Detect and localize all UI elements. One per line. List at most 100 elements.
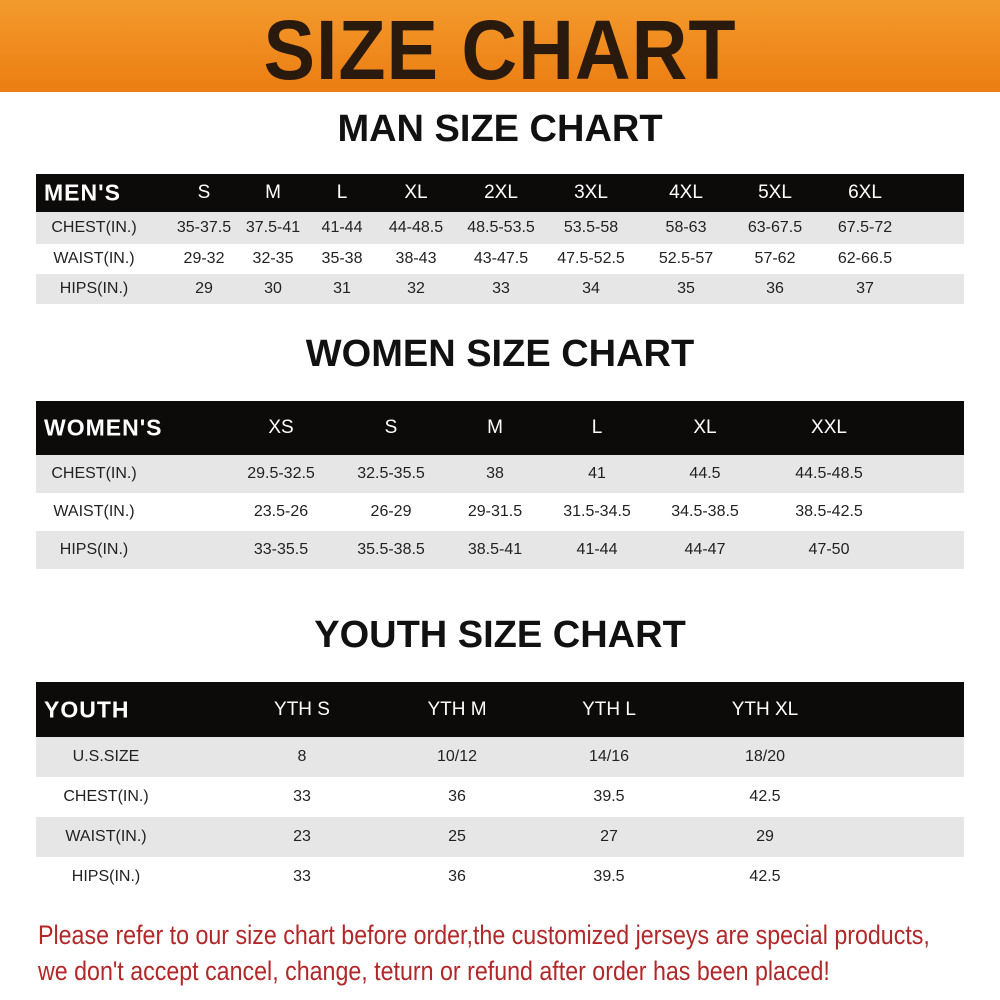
table-row: HIPS(IN.) 29 30 31 32 33 34 35 36 37 xyxy=(36,274,964,304)
table-header-label: MEN'S xyxy=(44,179,121,206)
measurement-cell: 26-29 xyxy=(370,503,412,520)
measurement-cell: 43-47.5 xyxy=(473,250,529,267)
size-column-header: M xyxy=(487,417,503,438)
table-row: WAIST(IN.) 23 25 27 29 xyxy=(36,817,964,857)
size-column-header: M xyxy=(265,182,281,203)
measurement-cell: 39.5 xyxy=(593,868,625,885)
measurement-cell: 44.5 xyxy=(689,465,721,482)
measurement-cell: 39.5 xyxy=(593,788,625,805)
measurement-cell: 38-43 xyxy=(395,250,437,267)
measurement-cell: 34.5-38.5 xyxy=(671,503,739,520)
measurement-cell: 38 xyxy=(486,465,504,482)
measurement-cell: 10/12 xyxy=(436,748,478,765)
size-column-header: XL xyxy=(404,182,428,203)
measurement-cell: 52.5-57 xyxy=(658,250,714,267)
table-header-row: MEN'S S M L XL 2XL 3XL 4XL 5XL 6XL xyxy=(36,174,964,212)
size-column-header: S xyxy=(197,182,211,203)
table-header-row: WOMEN'S XS S M L XL XXL xyxy=(36,401,964,455)
measurement-cell: 18/20 xyxy=(744,748,786,765)
measurement-cell: 42.5 xyxy=(749,868,781,885)
size-column-header: 4XL xyxy=(669,182,703,203)
measurement-cell: 38.5-42.5 xyxy=(795,503,863,520)
table-header-row: YOUTH YTH S YTH M YTH L YTH XL xyxy=(36,682,964,737)
measurement-cell: 42.5 xyxy=(749,788,781,805)
size-column-header: XL xyxy=(693,417,717,438)
size-column-header: L xyxy=(591,417,603,438)
footer-notice-line-2: we don't accept cancel, change, teturn o… xyxy=(38,956,830,986)
measurement-cell: 35 xyxy=(677,280,695,297)
size-column-header: 6XL xyxy=(848,182,882,203)
size-chart-banner: SIZE CHART xyxy=(0,0,1000,97)
measurement-cell: 8 xyxy=(297,748,307,765)
women-size-table: WOMEN'S XS S M L XL XXL CHEST(IN.) 29.5-32.5 32.5… xyxy=(36,401,964,569)
row-label: U.S.SIZE xyxy=(72,748,140,765)
measurement-cell: 35-38 xyxy=(321,250,363,267)
measurement-cell: 37 xyxy=(856,280,874,297)
row-label: CHEST(IN.) xyxy=(63,788,149,805)
table-row: HIPS(IN.) 33 36 39.5 42.5 xyxy=(36,857,964,897)
footer-notice-line-1: Please refer to our size chart before or… xyxy=(38,920,930,950)
size-column-header: L xyxy=(336,182,348,203)
measurement-cell: 37.5-41 xyxy=(245,219,301,236)
measurement-cell: 63-67.5 xyxy=(747,219,803,236)
table-row: U.S.SIZE 8 10/12 14/16 18/20 xyxy=(36,737,964,777)
measurement-cell: 36 xyxy=(448,868,466,885)
table-header-label: YOUTH xyxy=(44,696,130,722)
measurement-cell: 33 xyxy=(293,868,311,885)
measurement-cell: 36 xyxy=(448,788,466,805)
row-label: CHEST(IN.) xyxy=(51,465,137,482)
youth-section-title: YOUTH SIZE CHART xyxy=(314,614,686,656)
measurement-cell: 25 xyxy=(448,828,466,845)
measurement-cell: 33-35.5 xyxy=(253,541,309,558)
row-label: HIPS(IN.) xyxy=(59,541,129,558)
measurement-cell: 41-44 xyxy=(576,541,618,558)
measurement-cell: 29-31.5 xyxy=(467,503,523,520)
row-label: WAIST(IN.) xyxy=(53,503,135,520)
measurement-cell: 44-48.5 xyxy=(388,219,444,236)
row-label: WAIST(IN.) xyxy=(53,250,135,267)
table-row: CHEST(IN.) 33 36 39.5 42.5 xyxy=(36,777,964,817)
measurement-cell: 47.5-52.5 xyxy=(557,250,625,267)
table-row: CHEST(IN.) 29.5-32.5 32.5-35.5 38 41 44.5 44.5… xyxy=(36,455,964,493)
measurement-cell: 14/16 xyxy=(588,748,630,765)
measurement-cell: 32 xyxy=(407,280,425,297)
measurement-cell: 29-32 xyxy=(183,250,225,267)
measurement-cell: 29 xyxy=(195,280,213,297)
row-label: CHEST(IN.) xyxy=(51,219,137,236)
measurement-cell: 53.5-58 xyxy=(563,219,619,236)
women-section-title: WOMEN SIZE CHART xyxy=(305,333,695,375)
measurement-cell: 57-62 xyxy=(754,250,796,267)
measurement-cell: 31.5-34.5 xyxy=(563,503,631,520)
men-size-table: MEN'S S M L XL 2XL 3XL 4XL 5XL 6XL CHEST(IN.) 35-37… xyxy=(36,174,964,304)
measurement-cell: 36 xyxy=(766,280,784,297)
page-title: SIZE CHART xyxy=(263,3,737,97)
measurement-cell: 67.5-72 xyxy=(837,219,893,236)
size-column-header: 3XL xyxy=(574,182,608,203)
youth-size-table: YOUTH YTH S YTH M YTH L YTH XL U.S.SIZE 8 10/12… xyxy=(36,682,964,897)
men-section-title: MAN SIZE CHART xyxy=(337,108,663,150)
measurement-cell: 33 xyxy=(293,788,311,805)
measurement-cell: 34 xyxy=(582,280,600,297)
measurement-cell: 47-50 xyxy=(808,541,850,558)
measurement-cell: 58-63 xyxy=(665,219,707,236)
size-column-header: XS xyxy=(268,417,294,438)
size-column-header: S xyxy=(384,417,398,438)
size-column-header: YTH XL xyxy=(731,698,799,720)
measurement-cell: 38.5-41 xyxy=(467,541,523,558)
measurement-cell: 33 xyxy=(492,280,510,297)
measurement-cell: 32-35 xyxy=(252,250,294,267)
size-column-header: YTH M xyxy=(427,698,487,720)
size-column-header: 5XL xyxy=(758,182,792,203)
measurement-cell: 31 xyxy=(333,280,351,297)
measurement-cell: 48.5-53.5 xyxy=(467,219,535,236)
measurement-cell: 23.5-26 xyxy=(253,503,309,520)
size-column-header: YTH S xyxy=(274,698,330,720)
measurement-cell: 35-37.5 xyxy=(176,219,232,236)
row-label: HIPS(IN.) xyxy=(59,280,129,297)
measurement-cell: 44-47 xyxy=(684,541,726,558)
measurement-cell: 27 xyxy=(600,828,618,845)
size-column-header: XXL xyxy=(811,417,847,438)
size-column-header: YTH L xyxy=(582,698,636,720)
measurement-cell: 41 xyxy=(588,465,606,482)
table-row: WAIST(IN.) 29-32 32-35 35-38 38-43 43-47.5 47.… xyxy=(36,244,964,274)
